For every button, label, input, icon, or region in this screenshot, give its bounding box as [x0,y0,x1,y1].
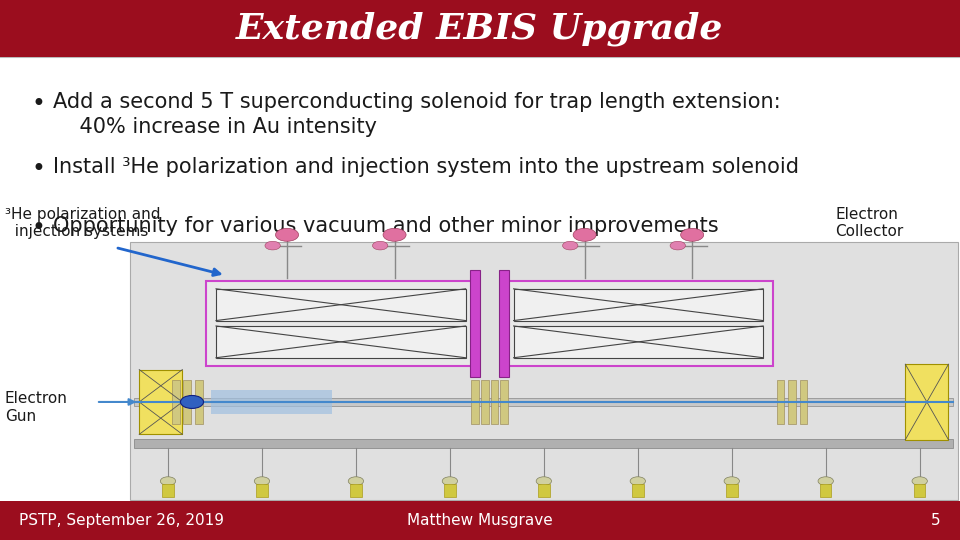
Bar [905,364,948,440]
Bar [470,270,480,376]
Text: PSTP, September 26, 2019: PSTP, September 26, 2019 [19,513,225,528]
Bar [256,484,268,497]
Bar [800,380,807,423]
Bar [504,281,773,366]
Text: Install ³He polarization and injection system into the upstream solenoid: Install ³He polarization and injection s… [53,157,799,177]
Text: •: • [32,216,45,240]
Circle shape [383,228,406,241]
Text: Add a second 5 T superconducting solenoid for trap length extension:
    40% inc: Add a second 5 T superconducting solenoi… [53,92,780,137]
Circle shape [372,241,388,250]
Circle shape [912,477,927,485]
Bar [183,380,191,423]
Bar [514,289,763,321]
Bar [139,369,182,434]
Circle shape [254,477,270,485]
Bar [195,380,203,423]
Circle shape [818,477,833,485]
Bar [514,326,763,357]
Bar [914,484,925,497]
Text: Electron
Collector: Electron Collector [835,207,903,239]
Bar [500,380,508,423]
Bar [206,281,475,366]
Bar [0,0,960,57]
Circle shape [180,395,204,408]
Text: ³He polarization and
  injection systems: ³He polarization and injection systems [5,207,160,239]
Circle shape [573,228,596,241]
Bar [162,484,174,497]
Bar [211,389,332,414]
Bar [726,484,737,497]
Bar [130,242,958,500]
Circle shape [265,241,280,250]
Bar [632,484,643,497]
Bar [172,380,180,423]
Circle shape [276,228,299,241]
Circle shape [537,477,551,485]
Bar [481,380,489,423]
Bar [216,326,466,357]
Circle shape [160,477,176,485]
Bar [777,380,784,423]
Bar [820,484,831,497]
Bar [538,484,549,497]
Text: Electron
Gun: Electron Gun [5,391,67,423]
Text: •: • [32,157,45,180]
Bar [216,289,466,321]
Bar [471,380,479,423]
Bar [134,439,953,448]
Circle shape [670,241,685,250]
Bar [444,484,456,497]
Bar [0,501,960,540]
Circle shape [563,241,578,250]
Text: Matthew Musgrave: Matthew Musgrave [407,513,553,528]
Text: Opportunity for various vacuum and other minor improvements: Opportunity for various vacuum and other… [53,216,718,236]
Circle shape [630,477,645,485]
Bar [350,484,362,497]
Bar [788,380,796,423]
Bar [499,270,509,376]
Text: 5: 5 [931,513,941,528]
Circle shape [724,477,739,485]
Text: Extended EBIS Upgrade: Extended EBIS Upgrade [236,11,724,45]
Text: •: • [32,92,45,116]
Circle shape [443,477,458,485]
Bar [134,397,953,406]
Bar [491,380,498,423]
Circle shape [348,477,364,485]
Circle shape [681,228,704,241]
